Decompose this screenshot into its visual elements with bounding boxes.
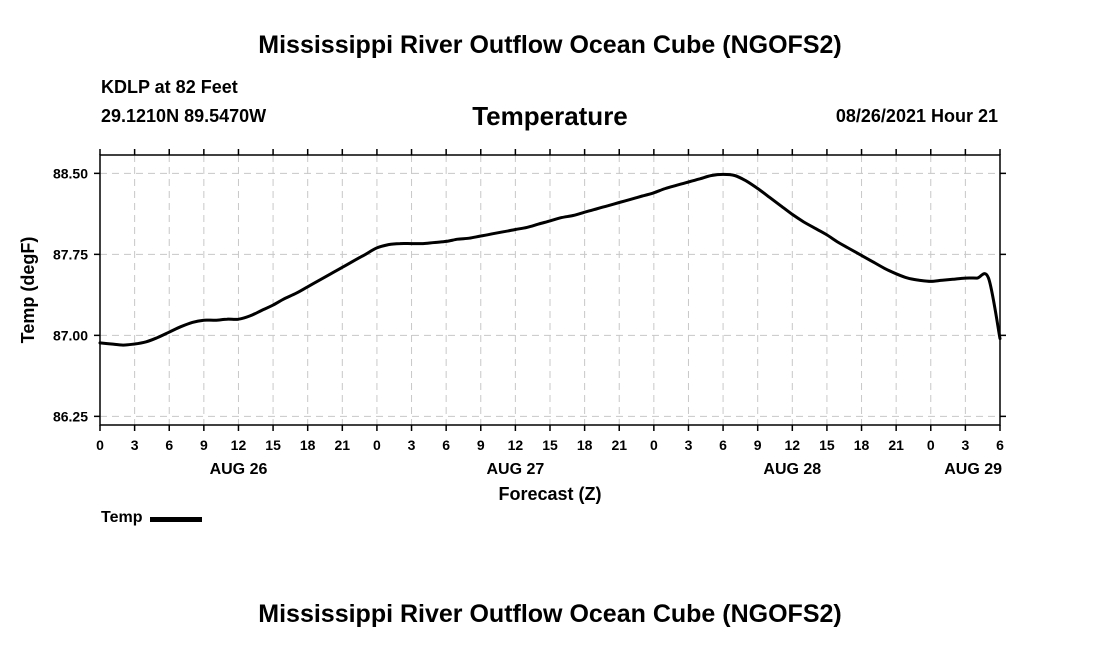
x-axis-ticks: 0 3 6 9 12 15 18 21 0 3 6 9 12 15 18 21 0 3 6 9 12 15 18 21 0 3 6 <box>96 149 1004 453</box>
x-tick-label: 18 <box>300 437 316 453</box>
x-tick-label: 6 <box>442 437 450 453</box>
run-time-label: 08/26/2021 Hour 21 <box>835 106 998 126</box>
x-tick-label: 18 <box>577 437 593 453</box>
x-axis-title: Forecast (Z) <box>498 484 601 504</box>
x-tick-label: 6 <box>165 437 173 453</box>
legend-swatch <box>150 517 203 522</box>
footer-title: Mississippi River Outflow Ocean Cube (NG… <box>258 600 842 628</box>
x-tick-label: 3 <box>685 437 693 453</box>
x-tick-label: 3 <box>131 437 139 453</box>
x-tick-label: 12 <box>508 437 524 453</box>
x-tick-label: 21 <box>335 437 351 453</box>
x-tick-label: 15 <box>265 437 281 453</box>
x-tick-label: 18 <box>854 437 870 453</box>
legend: Temp <box>101 509 203 527</box>
x-tick-label: 12 <box>231 437 247 453</box>
series-line-temp <box>98 172 1002 347</box>
date-label: AUG 28 <box>763 461 821 478</box>
x-tick-label: 9 <box>754 437 762 453</box>
date-label: AUG 27 <box>486 461 544 478</box>
x-tick-label: 15 <box>542 437 558 453</box>
y-tick-label: 88.50 <box>53 165 88 181</box>
y-tick-label: 86.25 <box>53 408 88 424</box>
y-tick-label: 87.75 <box>53 246 88 262</box>
x-tick-label: 15 <box>819 437 835 453</box>
x-tick-label: 3 <box>408 437 416 453</box>
x-tick-label: 21 <box>888 437 904 453</box>
legend-label: Temp <box>101 509 143 526</box>
date-label: AUG 26 <box>210 461 268 478</box>
station-coordinates: 29.1210N 89.5470W <box>101 106 267 126</box>
x-tick-label: 0 <box>927 437 935 453</box>
x-tick-label: 6 <box>996 437 1004 453</box>
y-tick-label: 87.00 <box>53 327 88 343</box>
x-tick-label: 9 <box>200 437 208 453</box>
variable-title: Temperature <box>472 101 628 131</box>
x-tick-label: 0 <box>96 437 104 453</box>
x-tick-label: 0 <box>373 437 381 453</box>
main-title: Mississippi River Outflow Ocean Cube (NG… <box>258 31 842 59</box>
x-tick-label: 21 <box>611 437 627 453</box>
x-tick-label: 0 <box>650 437 658 453</box>
x-tick-label: 6 <box>719 437 727 453</box>
date-labels: AUG 26 AUG 27 AUG 28 AUG 29 <box>210 461 1003 478</box>
x-tick-label: 12 <box>785 437 801 453</box>
x-tick-label: 3 <box>961 437 969 453</box>
series-layer <box>98 172 1002 347</box>
grid-lines <box>99 155 1001 425</box>
date-label: AUG 29 <box>944 461 1002 478</box>
station-label: KDLP at 82 Feet <box>101 77 238 97</box>
x-tick-label: 9 <box>477 437 485 453</box>
y-axis-title: Temp (degF) <box>18 237 38 344</box>
y-axis-ticks: 86.25 87.00 87.75 88.50 <box>53 165 1006 424</box>
